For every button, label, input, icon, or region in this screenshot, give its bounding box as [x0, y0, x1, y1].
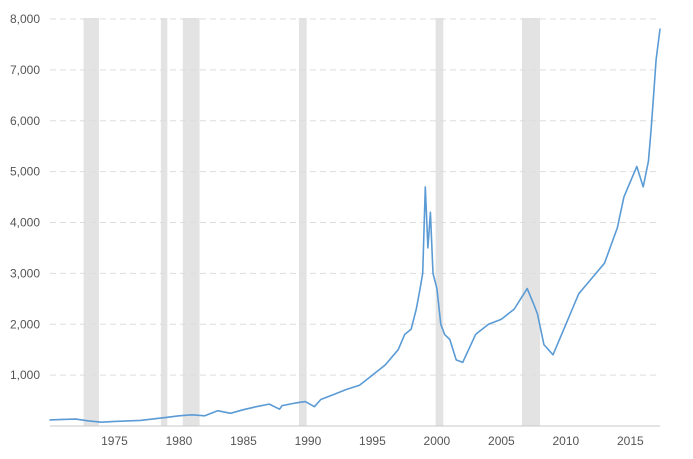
axes: 1,000 2,000 3,000 4,000 5,000 6,000 7,000 8,000…	[10, 12, 660, 448]
x-tick-label: 2005	[488, 434, 515, 448]
y-tick-label: 2,000	[10, 317, 40, 331]
x-tick-label: 1990	[295, 434, 322, 448]
y-tick-label: 5,000	[10, 165, 40, 179]
x-tick-label: 1985	[230, 434, 257, 448]
y-tick-label: 4,000	[10, 216, 40, 230]
gridlines	[50, 18, 660, 376]
x-tick-label: 2000	[424, 434, 451, 448]
y-tick-label: 3,000	[10, 266, 40, 280]
recession-band-4	[435, 18, 444, 426]
x-tick-label: 2015	[617, 434, 644, 448]
x-tick-label: 1995	[359, 434, 386, 448]
y-tick-label: 6,000	[10, 114, 40, 128]
y-tick-label: 7,000	[10, 63, 40, 77]
x-tick-label: 1980	[166, 434, 193, 448]
series-layer	[49, 28, 661, 423]
x-tick-label: 2010	[553, 434, 580, 448]
series-line-0	[49, 28, 661, 423]
x-tick-label: 1975	[101, 434, 128, 448]
y-tick-label: 1,000	[10, 368, 40, 382]
y-tick-label: 8,000	[10, 12, 40, 26]
